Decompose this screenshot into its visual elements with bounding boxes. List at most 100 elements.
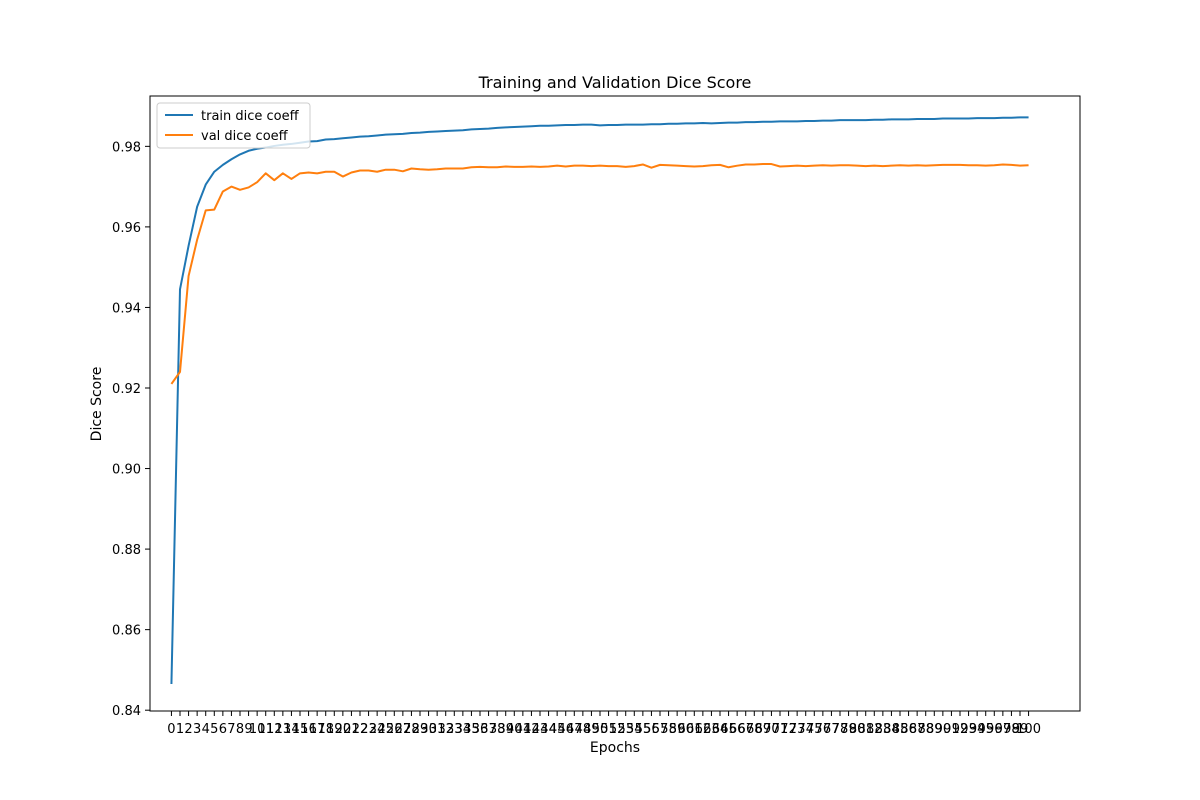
x-tick-label: 43 — [532, 722, 549, 737]
x-tick-label: 41 — [515, 722, 532, 737]
x-tick-label: 73 — [789, 722, 806, 737]
x-tick-label: 5 — [210, 722, 218, 737]
x-tick-label: 53 — [617, 722, 634, 737]
x-tick-label: 11 — [257, 722, 274, 737]
x-tick-label: 58 — [660, 722, 677, 737]
x-tick-label: 52 — [609, 722, 626, 737]
x-tick-label: 55 — [635, 722, 652, 737]
x-tick-label: 64 — [712, 722, 729, 737]
x-tick-label: 69 — [755, 722, 772, 737]
x-tick-label: 31 — [429, 722, 446, 737]
x-tick-label: 39 — [497, 722, 514, 737]
plot-area — [170, 116, 1029, 685]
x-tick-label: 23 — [360, 722, 377, 737]
x-tick-label: 0 — [167, 722, 175, 737]
x-tick-label: 85 — [892, 722, 909, 737]
x-tick-label: 84 — [883, 722, 900, 737]
x-tick-label: 70 — [763, 722, 780, 737]
x-tick-label: 20 — [335, 722, 352, 737]
y-axis-ticks: 0.84 0.86 0.88 0.90 0.92 0.94 0.96 0.98 — [112, 140, 150, 719]
y-tick-label: 0.88 — [112, 543, 141, 558]
x-tick-label: 57 — [652, 722, 669, 737]
x-tick-label: 10 — [249, 722, 266, 737]
x-tick-label: 82 — [866, 722, 883, 737]
x-tick-label: 77 — [823, 722, 840, 737]
x-tick-label: 33 — [446, 722, 463, 737]
x-tick-label: 100 — [1016, 722, 1041, 737]
x-tick-label: 34 — [455, 722, 472, 737]
y-tick-label: 0.90 — [112, 463, 141, 478]
x-tick-label: 15 — [292, 722, 309, 737]
x-tick-label: 49 — [583, 722, 600, 737]
series-line-train — [170, 116, 1029, 685]
x-tick-label: 88 — [917, 722, 934, 737]
legend-label-train: train dice coeff — [201, 109, 300, 124]
x-tick-label: 80 — [849, 722, 866, 737]
y-tick-label: 0.94 — [112, 301, 141, 316]
x-tick-label: 94 — [969, 722, 986, 737]
x-tick-label: 71 — [772, 722, 789, 737]
x-tick-label: 62 — [695, 722, 712, 737]
x-tick-label: 81 — [857, 722, 874, 737]
y-tick-label: 0.98 — [112, 140, 141, 155]
x-tick-label: 38 — [489, 722, 506, 737]
x-tick-label: 35 — [463, 722, 480, 737]
x-tick-label: 17 — [309, 722, 326, 737]
plot-frame — [149, 95, 1081, 712]
x-tick-label: 19 — [326, 722, 343, 737]
x-tick-label: 74 — [797, 722, 814, 737]
x-tick-label: 68 — [746, 722, 763, 737]
x-axis-label: Epochs — [590, 740, 640, 756]
x-axis-ticks: 0 1 2 3 4 5 6 7 8 9101112131415161718192021222324… — [167, 711, 1041, 737]
x-tick-label: 14 — [283, 722, 300, 737]
x-tick-label: 27 — [395, 722, 412, 737]
x-tick-label: 44 — [540, 722, 557, 737]
x-tick-label: 60 — [677, 722, 694, 737]
x-tick-label: 21 — [343, 722, 360, 737]
y-tick-label: 0.92 — [112, 382, 141, 397]
x-tick-label: 29 — [412, 722, 429, 737]
x-tick-label: 24 — [369, 722, 386, 737]
x-tick-label: 90 — [935, 722, 952, 737]
y-tick-label: 0.84 — [112, 704, 141, 719]
x-tick-label: 1 — [176, 722, 184, 737]
x-tick-label: 96 — [986, 722, 1003, 737]
x-tick-label: 47 — [566, 722, 583, 737]
x-tick-label: 66 — [729, 722, 746, 737]
x-tick-label: 40 — [506, 722, 523, 737]
y-tick-label: 0.86 — [112, 624, 141, 639]
chart-title: Training and Validation Dice Score — [478, 73, 752, 92]
x-tick-label: 93 — [960, 722, 977, 737]
y-axis-label: Dice Score — [89, 367, 105, 442]
x-tick-label: 98 — [1003, 722, 1020, 737]
x-tick-label: 42 — [523, 722, 540, 737]
x-tick-label: 3 — [193, 722, 201, 737]
x-tick-label: 22 — [352, 722, 369, 737]
x-tick-label: 13 — [275, 722, 292, 737]
x-tick-label: 76 — [815, 722, 832, 737]
x-tick-label: 51 — [600, 722, 617, 737]
x-tick-label: 50 — [592, 722, 609, 737]
x-tick-label: 16 — [300, 722, 317, 737]
x-tick-label: 6 — [219, 722, 227, 737]
x-tick-label: 97 — [995, 722, 1012, 737]
x-tick-label: 61 — [686, 722, 703, 737]
legend-label-val: val dice coeff — [201, 129, 289, 144]
x-tick-label: 9 — [244, 722, 252, 737]
x-tick-label: 18 — [317, 722, 334, 737]
x-tick-label: 78 — [832, 722, 849, 737]
x-tick-label: 12 — [266, 722, 283, 737]
x-tick-label: 36 — [472, 722, 489, 737]
x-tick-label: 72 — [780, 722, 797, 737]
x-tick-label: 63 — [703, 722, 720, 737]
x-tick-label: 65 — [720, 722, 737, 737]
x-tick-label: 30 — [420, 722, 437, 737]
x-tick-label: 54 — [626, 722, 643, 737]
series-line-val — [170, 163, 1029, 385]
x-tick-label: 92 — [952, 722, 969, 737]
x-tick-label: 95 — [977, 722, 994, 737]
x-tick-label: 56 — [643, 722, 660, 737]
x-tick-label: 75 — [806, 722, 823, 737]
x-tick-label: 89 — [926, 722, 943, 737]
